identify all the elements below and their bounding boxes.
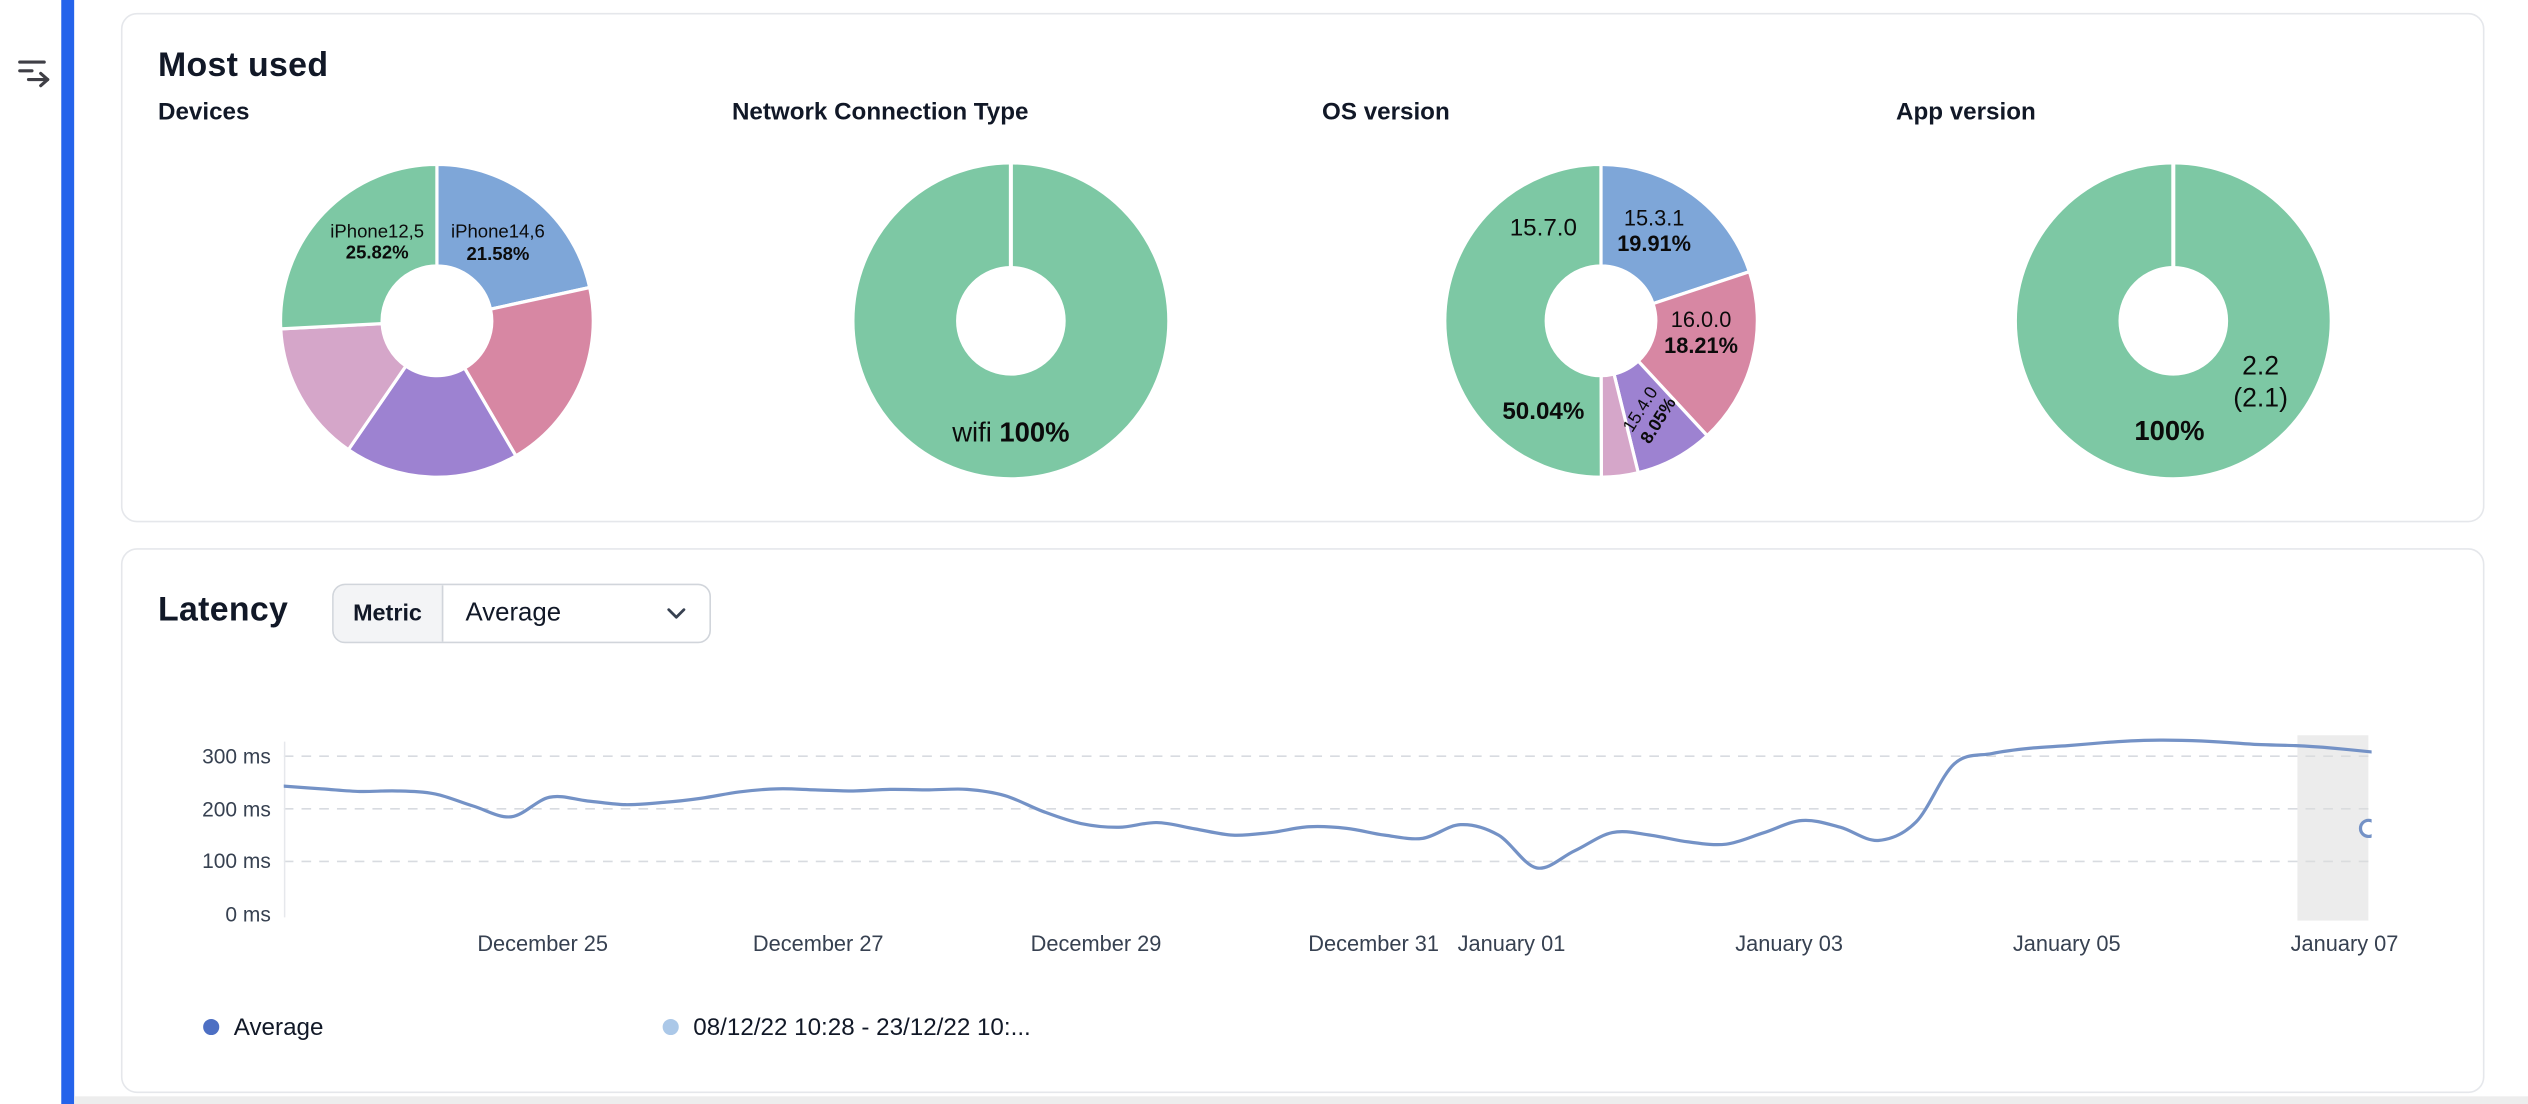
donut-label: 16.0.0 18.21% xyxy=(1664,307,1738,358)
donut-slice[interactable] xyxy=(346,364,518,479)
donut-slice[interactable] xyxy=(435,162,592,311)
latency-card: Latency Metric Average 300 ms 200 ms 100… xyxy=(120,548,2485,1094)
network-connection-type-donut-chart[interactable]: wifi 100% xyxy=(850,160,1172,482)
sidebar-accent-bar xyxy=(61,0,75,1104)
donut-slice[interactable] xyxy=(1443,162,1603,479)
x-axis-label: January 03 xyxy=(1735,931,1843,957)
donut-label: 15.7.0 xyxy=(1509,214,1577,242)
latency-plot-svg xyxy=(283,735,2372,921)
donut-label: 100% xyxy=(2134,415,2205,446)
x-axis-label: January 05 xyxy=(2012,931,2121,957)
legend-item-average[interactable]: Average xyxy=(203,1011,323,1043)
most-used-title: Most used xyxy=(158,46,329,84)
legend-comparison-label: 08/12/22 10:28 - 23/12/22 10:... xyxy=(693,1013,1031,1041)
hover-point-marker xyxy=(2358,818,2372,839)
metric-select-label: Metric xyxy=(333,585,443,642)
chart-title-app-version: App version xyxy=(1895,98,2036,126)
x-axis-label: December 27 xyxy=(752,931,884,957)
legend-comparison-dot-icon xyxy=(662,1018,679,1036)
app-version-donut-chart[interactable]: 2.2 (2.1) 100% xyxy=(2012,160,2334,482)
legend-average-dot-icon xyxy=(203,1018,220,1036)
x-axis-label: January 07 xyxy=(2290,931,2399,957)
donut-label: 15.3.1 19.91% xyxy=(1617,206,1692,257)
y-axis: 300 ms 200 ms 100 ms 0 ms xyxy=(155,550,271,953)
donut-slice[interactable] xyxy=(278,162,439,331)
donut-slice[interactable] xyxy=(279,322,408,452)
expand-sidebar-icon[interactable] xyxy=(15,52,57,94)
latency-title: Latency xyxy=(158,591,289,629)
chart-title-devices: Devices xyxy=(158,98,250,126)
donut-label: iPhone12,5 25.82% xyxy=(330,222,425,264)
donut-svg xyxy=(278,162,595,479)
latency-line-chart[interactable] xyxy=(283,735,2372,937)
donut-slice[interactable] xyxy=(462,285,595,458)
x-axis-label: December 31 xyxy=(1308,931,1439,957)
chart-title-network-connection-type: Network Connection Type xyxy=(731,98,1029,126)
donut-label: wifi 100% xyxy=(952,416,1070,448)
y-axis-label: 0 ms xyxy=(225,902,271,927)
legend-item-comparison-range[interactable]: 08/12/22 10:28 - 23/12/22 10:... xyxy=(662,1011,1031,1043)
donut-slice[interactable] xyxy=(1636,270,1759,438)
donut-svg xyxy=(854,162,1168,478)
donut-label: 2.2 (2.1) xyxy=(2233,352,2288,414)
y-axis-label: 300 ms xyxy=(202,744,271,769)
metric-select[interactable]: Metric Average xyxy=(332,583,711,644)
average-line-series xyxy=(283,738,2372,870)
y-axis-label: 200 ms xyxy=(202,797,271,822)
donut-slice[interactable] xyxy=(1599,162,1752,306)
x-axis: December 25 December 27 December 29 Decembe… xyxy=(284,931,2398,964)
donut-svg xyxy=(1443,162,1759,479)
donut-label: 50.04% xyxy=(1502,398,1585,426)
x-axis-label: January 01 xyxy=(1457,931,1566,957)
chevron-down-icon xyxy=(667,608,686,619)
x-axis-label: December 25 xyxy=(477,931,609,957)
metric-select-value: Average xyxy=(465,598,562,627)
page-bottom-edge xyxy=(74,1096,2528,1104)
donut-label: iPhone14,6 21.58% xyxy=(451,223,545,265)
x-axis-label: December 29 xyxy=(1030,931,1162,957)
y-axis-label: 100 ms xyxy=(202,848,271,874)
chart-title-os-version: OS version xyxy=(1322,98,1450,126)
legend-average-label: Average xyxy=(233,1013,324,1041)
most-used-card: Most used Devices Network Connection Typ… xyxy=(120,12,2485,523)
devices-donut-chart[interactable]: iPhone12,5 25.82% iPhone14,6 21.58% xyxy=(276,160,598,482)
os-version-donut-chart[interactable]: 15.3.1 19.91% 16.0.0 18.21% 15.4.0 8.05% 15.7.… xyxy=(1440,160,1762,482)
selection-band[interactable] xyxy=(2297,735,2369,921)
donut-svg xyxy=(2016,162,2330,478)
